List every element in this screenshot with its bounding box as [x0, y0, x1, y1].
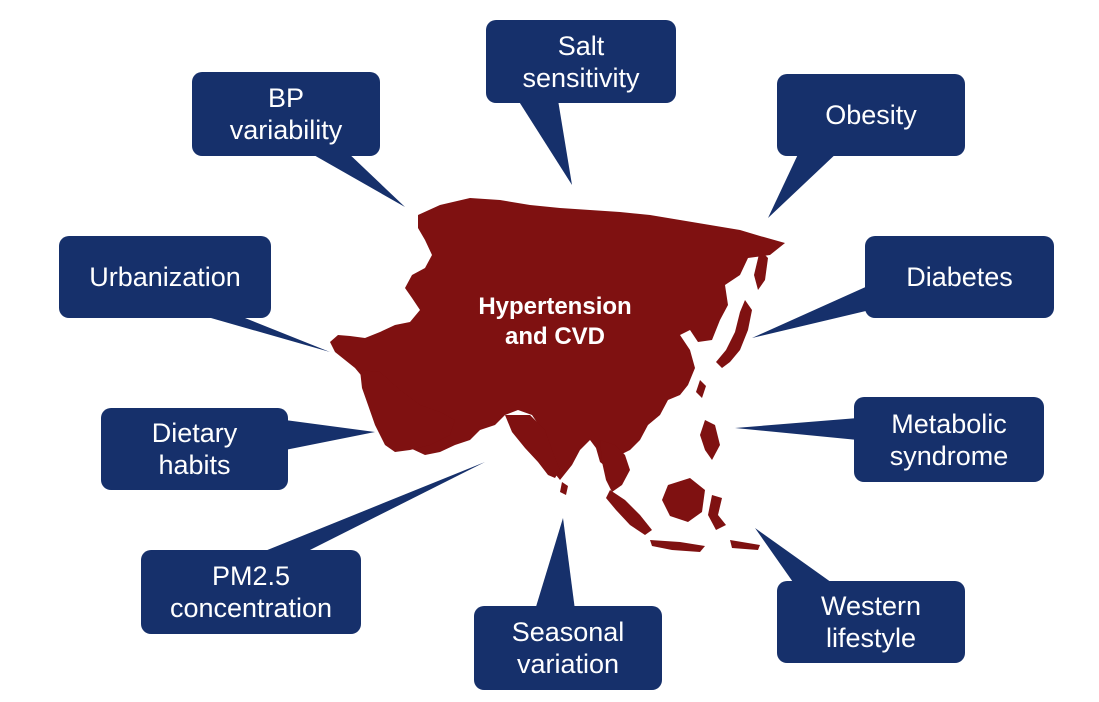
factor-label-line: BP	[267, 83, 305, 113]
factor-western-lifestyle: Western lifestyle	[777, 581, 965, 663]
factor-label-line: habits	[158, 450, 231, 480]
factor-label-line: Western	[820, 591, 922, 621]
pointer-salt	[518, 100, 572, 185]
factor-diabetes: Diabetes	[865, 236, 1054, 318]
factor-label-line: lifestyle	[825, 623, 917, 653]
factor-label-line: PM2.5	[211, 561, 291, 591]
factor-label-line: Seasonal	[511, 617, 625, 647]
factor-salt-sensitivity: Salt sensitivity	[486, 20, 676, 103]
center-label-line1: Hypertension	[478, 293, 632, 320]
pointer-diabetes	[752, 285, 870, 338]
factor-urbanization: Urbanization	[59, 236, 271, 318]
factor-label-line: sensitivity	[522, 62, 640, 93]
factor-metabolic-syndrome: Metabolic syndrome	[854, 397, 1044, 482]
pointer-bp	[305, 150, 405, 207]
pointer-western	[755, 528, 835, 585]
factor-obesity: Obesity	[777, 74, 965, 156]
pointer-seasonal	[535, 518, 575, 610]
pointer-metabolic	[735, 418, 858, 440]
factor-label-line: variability	[229, 115, 343, 145]
center-label: Hypertension and CVD	[440, 292, 670, 352]
factor-label-line: concentration	[169, 593, 333, 623]
factor-dietary-habits: Dietary habits	[101, 408, 288, 490]
factor-label-line: syndrome	[889, 440, 1009, 471]
callout-pointers	[190, 100, 870, 610]
factor-label-line: Metabolic	[891, 408, 1007, 439]
factor-bp-variability: BP variability	[192, 72, 380, 156]
factor-label-line: Diabetes	[906, 262, 1013, 292]
pointer-dietary	[285, 420, 375, 450]
pointer-obesity	[768, 150, 840, 218]
factor-label-line: Obesity	[825, 100, 917, 130]
pointer-urban	[190, 312, 330, 352]
pointer-pm	[255, 462, 485, 555]
factor-label-line: variation	[516, 649, 620, 679]
asia-map-icon	[330, 198, 785, 552]
factor-label-line: Urbanization	[89, 262, 241, 292]
factor-label-line: Dietary	[151, 418, 238, 448]
factor-label-line: Salt	[557, 30, 605, 61]
factor-seasonal-variation: Seasonal variation	[474, 606, 662, 690]
factor-pm25-concentration: PM2.5 concentration	[141, 550, 361, 634]
center-label-line2: and CVD	[504, 323, 605, 350]
